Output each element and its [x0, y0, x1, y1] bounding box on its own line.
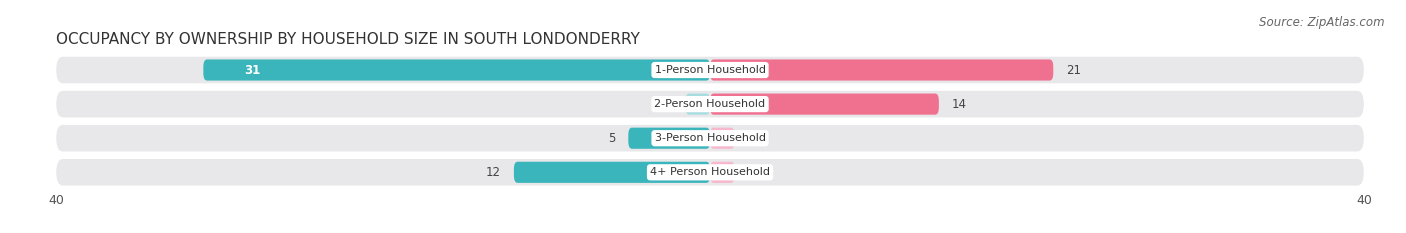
FancyBboxPatch shape	[628, 128, 710, 149]
Text: 0: 0	[665, 98, 672, 111]
Text: OCCUPANCY BY OWNERSHIP BY HOUSEHOLD SIZE IN SOUTH LONDONDERRY: OCCUPANCY BY OWNERSHIP BY HOUSEHOLD SIZE…	[56, 32, 640, 47]
Text: 4+ Person Household: 4+ Person Household	[650, 167, 770, 177]
FancyBboxPatch shape	[56, 57, 1364, 83]
FancyBboxPatch shape	[686, 93, 710, 115]
Text: Source: ZipAtlas.com: Source: ZipAtlas.com	[1260, 16, 1385, 29]
FancyBboxPatch shape	[56, 125, 1364, 151]
Text: 21: 21	[1066, 64, 1081, 76]
Text: 5: 5	[607, 132, 616, 145]
Text: 14: 14	[952, 98, 967, 111]
Text: 2-Person Household: 2-Person Household	[654, 99, 766, 109]
FancyBboxPatch shape	[204, 59, 710, 81]
Text: 0: 0	[748, 132, 755, 145]
Text: 12: 12	[486, 166, 501, 179]
FancyBboxPatch shape	[710, 128, 734, 149]
FancyBboxPatch shape	[515, 162, 710, 183]
Text: 1-Person Household: 1-Person Household	[655, 65, 765, 75]
Text: 0: 0	[748, 166, 755, 179]
FancyBboxPatch shape	[710, 162, 734, 183]
Text: 31: 31	[245, 64, 260, 76]
Text: 3-Person Household: 3-Person Household	[655, 133, 765, 143]
FancyBboxPatch shape	[56, 91, 1364, 117]
FancyBboxPatch shape	[710, 59, 1053, 81]
FancyBboxPatch shape	[56, 159, 1364, 186]
FancyBboxPatch shape	[710, 93, 939, 115]
